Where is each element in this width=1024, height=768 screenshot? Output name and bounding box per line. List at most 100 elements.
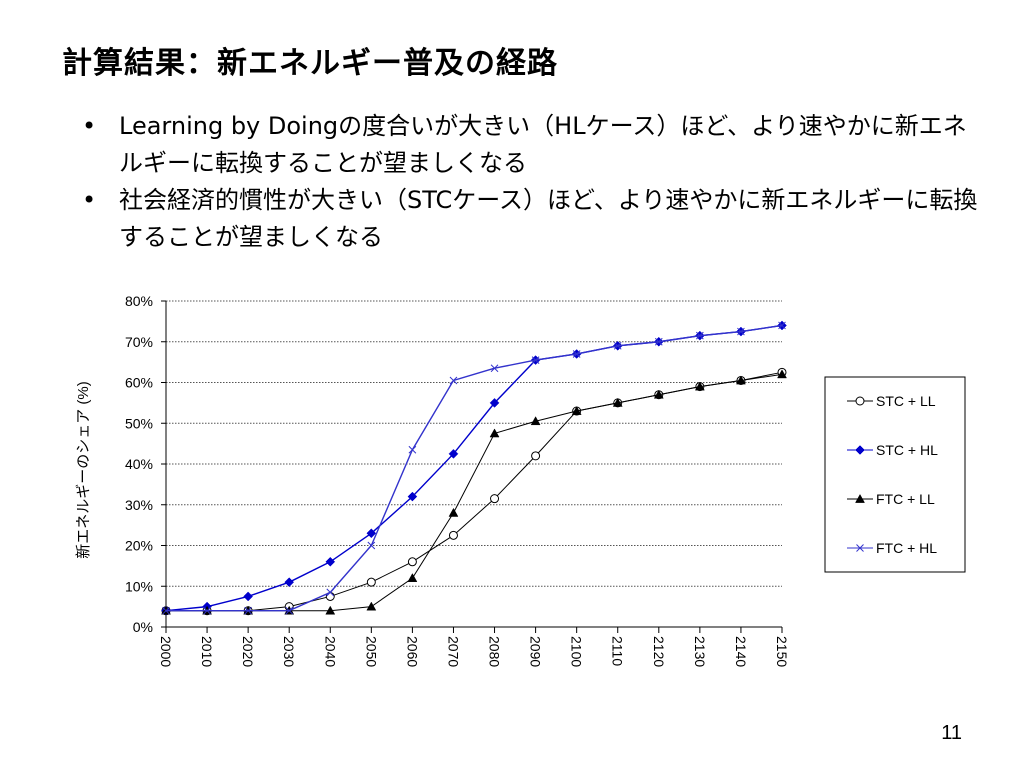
x-tick-label: 2120	[651, 636, 667, 667]
data-point-stroke	[285, 606, 294, 615]
legend-label: STC + LL	[876, 393, 936, 409]
x-tick-labels: 2000 2010 2020 2030 2040 2050 2060 2070 2080 2090…	[158, 636, 790, 667]
data-point-stroke	[737, 327, 745, 336]
y-tick-label: 80%	[125, 293, 153, 309]
data-point-stroke	[367, 541, 376, 550]
x-tick-label: 2040	[322, 636, 338, 667]
x-tick-label: 2140	[733, 636, 749, 667]
data-point-stroke	[162, 606, 170, 615]
y-tick-label: 40%	[125, 456, 153, 472]
data-point	[530, 416, 541, 426]
data-point	[653, 389, 664, 399]
series-stc-hl	[161, 320, 787, 616]
y-tick-label: 0%	[133, 619, 153, 635]
data-point-stroke	[778, 321, 786, 330]
bullet-item: • Learning by Doingの度合いが大きい（HLケース）ほど、より速…	[82, 108, 982, 182]
data-point	[366, 577, 376, 587]
data-point	[489, 428, 500, 438]
x-tick-label: 2010	[199, 636, 215, 667]
data-point	[448, 448, 459, 459]
y-tick-label: 10%	[125, 578, 153, 594]
axes	[161, 300, 783, 633]
data-point-stroke	[654, 337, 663, 346]
data-point	[531, 451, 541, 461]
data-point	[654, 337, 663, 346]
x-tick-label: 2070	[445, 636, 461, 667]
legend-box	[824, 376, 966, 573]
x-tick-label: 2150	[774, 636, 790, 667]
series-ftc-ll	[161, 369, 787, 615]
legend-item: FTC + LL	[847, 491, 935, 507]
data-point	[326, 588, 335, 597]
data-point	[489, 398, 500, 408]
data-point	[612, 397, 623, 407]
slide-title: 計算結果：新エネルギー普及の経路	[62, 46, 558, 81]
data-point-stroke	[696, 331, 704, 340]
data-point	[448, 530, 458, 540]
legend-label: FTC + HL	[876, 540, 937, 556]
x-tick-label: 2130	[692, 636, 708, 667]
x-tick-label: 2100	[569, 636, 585, 667]
legend-item: STC + LL	[847, 393, 936, 409]
y-tick-label: 60%	[125, 375, 153, 391]
series-line	[166, 324, 783, 612]
y-tick-label: 70%	[125, 334, 153, 350]
data-point	[737, 327, 745, 336]
legend-label: FTC + LL	[876, 491, 935, 507]
series-stc-ll	[161, 367, 787, 616]
y-tick-label: 30%	[125, 497, 153, 513]
x-tick-label: 2000	[158, 636, 174, 667]
series-line	[166, 371, 783, 612]
data-point-stroke	[449, 376, 458, 385]
data-point	[325, 556, 336, 567]
data-point	[203, 606, 211, 615]
data-point	[285, 606, 294, 615]
data-point-stroke	[572, 350, 581, 358]
x-tick-label: 2090	[528, 636, 544, 667]
bullet-marker: •	[82, 112, 97, 140]
legend-item: STC + HL	[847, 442, 938, 458]
data-point	[449, 376, 458, 385]
gridlines	[166, 300, 782, 587]
data-point	[855, 445, 865, 455]
data-point-stroke	[613, 341, 622, 350]
x-tick-label: 2110	[610, 636, 626, 666]
data-point	[448, 507, 459, 517]
data-point	[366, 601, 377, 611]
bullet-marker: •	[82, 186, 97, 214]
bullet-item: • 社会経済的慣性が大きい（STCケース）ほど、より速やかに新エネルギーに転換す…	[82, 182, 982, 256]
series-line	[165, 324, 783, 612]
data-point	[572, 350, 581, 358]
x-tick-label: 2080	[487, 636, 503, 667]
legend-label: STC + HL	[876, 442, 938, 458]
data-point	[325, 605, 336, 615]
data-point	[367, 541, 376, 550]
data-point-stroke	[856, 544, 864, 552]
legend-item: FTC + HL	[847, 540, 937, 556]
data-point	[571, 406, 582, 415]
data-point	[855, 396, 865, 406]
data-point	[162, 606, 170, 615]
x-tick-label: 2050	[363, 636, 379, 667]
data-point-stroke	[326, 588, 335, 597]
data-point	[407, 573, 418, 582]
data-point	[490, 494, 500, 504]
data-point	[855, 493, 865, 503]
data-point	[736, 375, 746, 385]
data-point	[284, 577, 295, 588]
data-point-stroke	[203, 606, 211, 615]
bullet-text: 社会経済的慣性が大きい（STCケース）ほど、より速やかに新エネルギーに転換するこ…	[119, 186, 978, 251]
bullet-list: • Learning by Doingの度合いが大きい（HLケース）ほど、より速…	[82, 108, 982, 256]
x-tick-label: 2060	[404, 636, 420, 667]
data-point	[366, 528, 377, 539]
data-point	[243, 591, 253, 602]
y-tick-label: 50%	[125, 415, 153, 431]
data-point	[490, 364, 499, 373]
data-point	[778, 321, 786, 330]
x-tick-label: 2020	[240, 636, 256, 667]
data-point-stroke	[408, 445, 417, 454]
data-point	[407, 491, 418, 502]
series-layer	[161, 320, 787, 616]
data-point	[407, 557, 417, 567]
